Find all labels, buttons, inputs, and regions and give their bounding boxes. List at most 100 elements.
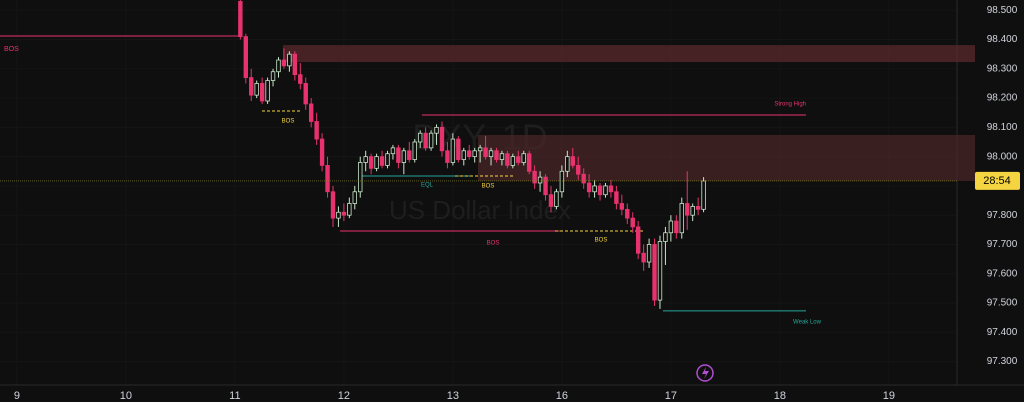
candle-body [543, 176, 548, 196]
y-tick-label: 98.100 [987, 122, 1018, 133]
candle-body [526, 153, 532, 172]
y-tick-label: 98.400 [987, 34, 1018, 45]
candle-body [352, 191, 357, 204]
candle-body [668, 220, 674, 234]
candle-body [641, 252, 646, 263]
candle-body [336, 211, 341, 219]
candle-body [472, 150, 477, 158]
candle-body [363, 156, 368, 163]
candle-body [685, 203, 690, 216]
candle-body [270, 71, 276, 81]
candle-body [308, 103, 314, 122]
candle-body [445, 150, 450, 163]
level-label: BOS [487, 241, 500, 247]
x-tick-label: 19 [883, 390, 895, 402]
candle-body [341, 211, 347, 216]
candle-body [456, 138, 461, 160]
x-tick-label: 17 [665, 390, 677, 402]
level-label: Strong High [774, 102, 806, 108]
y-tick-label: 97.400 [987, 327, 1018, 338]
candle-body [401, 150, 407, 163]
candle-body [314, 121, 319, 140]
candle-body [417, 132, 423, 143]
y-tick-label: 98.500 [987, 5, 1018, 16]
x-tick-label: 11 [229, 390, 240, 402]
candle-body [374, 156, 379, 169]
candle-body [461, 150, 466, 160]
candle-body [537, 176, 543, 184]
candle-body [576, 165, 581, 175]
candle-body [298, 74, 303, 84]
candle-body [657, 241, 663, 301]
x-tick-label: 10 [120, 390, 132, 402]
candle-body [390, 147, 396, 155]
candle-body [292, 53, 298, 76]
candle-body [614, 191, 619, 204]
candle-body [358, 162, 363, 193]
candle-body [265, 80, 270, 102]
candle-body [243, 36, 248, 78]
candle-body [597, 185, 603, 196]
level-label: Weak Low [793, 320, 822, 326]
candle-body [586, 182, 592, 193]
candle-body [554, 191, 559, 207]
candle-body [428, 132, 434, 149]
zone [283, 45, 975, 63]
candle-body [238, 1, 243, 37]
candle-body [652, 244, 657, 301]
x-tick-label: 16 [556, 390, 568, 402]
candle-body [679, 203, 684, 234]
candle-body [412, 141, 417, 160]
level-label: EQL [421, 183, 434, 189]
alert-bolt [702, 367, 709, 379]
candle-body [592, 185, 597, 193]
candle-body [325, 165, 330, 193]
candle-body [281, 59, 287, 67]
candle-body [630, 217, 635, 228]
zone [478, 134, 975, 181]
y-tick-label: 97.500 [987, 298, 1018, 309]
candle-body [608, 185, 614, 193]
candle-body [565, 156, 570, 172]
candle-body [690, 206, 695, 216]
y-tick-label: 97.600 [987, 268, 1018, 279]
candle-body [625, 208, 630, 219]
candle-body [407, 150, 412, 160]
y-tick-label: 98.200 [987, 93, 1018, 104]
level-label: BOS [482, 184, 495, 190]
candle-body [477, 147, 483, 152]
y-tick-label: 98.300 [987, 63, 1018, 74]
x-tick-label: 18 [774, 390, 786, 402]
candle-body [483, 147, 488, 158]
watermark-name: US Dollar Index [389, 195, 571, 225]
candle-body [396, 147, 401, 163]
candle-body [249, 77, 254, 96]
x-tick-label: 13 [447, 390, 459, 402]
candle-body [695, 206, 701, 210]
candle-body [570, 156, 575, 166]
candle-body [319, 138, 325, 166]
y-tick-label: 97.300 [987, 356, 1018, 367]
candle-body [347, 203, 352, 216]
candle-body [521, 153, 526, 163]
candle-body [674, 220, 679, 234]
candle-body [254, 83, 259, 96]
candle-body [635, 226, 641, 254]
candle-body [488, 150, 494, 158]
candle-body [516, 156, 521, 163]
candle-body [276, 59, 281, 73]
price-tag [975, 171, 1020, 190]
candle-body [701, 180, 706, 210]
y-tick-label: 97.800 [987, 210, 1018, 221]
level-label: BOS [282, 119, 295, 125]
candle-body [548, 194, 554, 207]
alert-icon[interactable] [696, 364, 714, 382]
candle-body [467, 150, 472, 158]
candle-body [499, 153, 505, 160]
candle-body [494, 150, 499, 160]
candle-body [532, 170, 537, 184]
candle-body [619, 203, 625, 210]
candle-body [385, 153, 390, 166]
